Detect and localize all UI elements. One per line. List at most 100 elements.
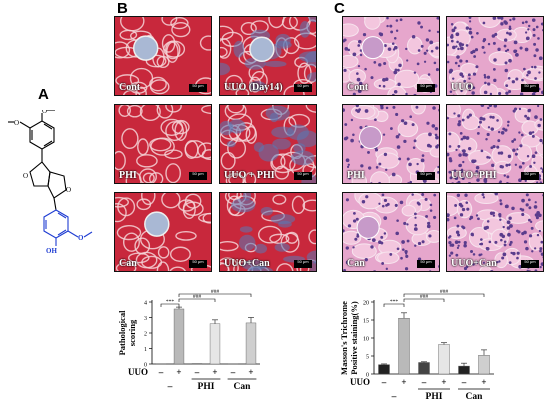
uuo-sign: – (194, 367, 200, 377)
image-label: PHI (347, 170, 365, 181)
image-label: PHI (119, 170, 137, 181)
significance-bracket (178, 293, 252, 297)
bar (478, 355, 490, 375)
y-axis-label: Pathologicalscoring (117, 310, 137, 355)
micrograph-can: Can 50 μm (114, 192, 212, 272)
scale-bar-label: 50 μm (524, 171, 536, 176)
scale-bar: 50 μm (189, 171, 207, 180)
svg-text:O: O (66, 186, 71, 194)
uuo-sign: – (158, 367, 164, 377)
svg-text:O: O (14, 119, 19, 127)
scale-bar-label: 50 μm (192, 171, 204, 176)
image-label: Can (347, 258, 365, 269)
y-tick-label: 1 (144, 347, 147, 353)
group-label: – (391, 392, 397, 402)
micrograph-cont: Cont 50 μm (114, 16, 212, 96)
image-label: UUO (Day14) (224, 82, 283, 93)
significance-bracket (160, 303, 180, 307)
micrograph-uuo: UUO 50 μm (446, 16, 544, 96)
image-label: Cont (119, 82, 141, 93)
panel-b-label: B (117, 0, 128, 17)
micrograph-phi: PHI 50 μm (342, 104, 440, 184)
bar (418, 362, 430, 375)
significance-marker: ### (440, 289, 449, 295)
uuo-sign: + (176, 367, 181, 377)
svg-text:O: O (78, 234, 84, 242)
group-label: PHI (198, 382, 215, 392)
significance-bracket (178, 298, 216, 302)
scale-bar-label: 50 μm (524, 83, 536, 88)
svg-text:O: O (23, 172, 28, 180)
scale-bar: 50 μm (294, 83, 312, 92)
y-tick-label: 10 (363, 337, 369, 343)
scale-bar-label: 50 μm (420, 171, 432, 176)
significance-marker: ### (193, 294, 202, 300)
svg-text:O: O (42, 110, 47, 115)
y-tick-label: 3 (144, 316, 147, 322)
image-label: UUO+PHI (451, 170, 497, 181)
image-label: UUO+Can (224, 258, 270, 269)
group-label: Can (234, 382, 252, 392)
uuo-sign: + (401, 377, 406, 387)
y-tick-label: 20 (363, 301, 369, 307)
micrograph-phi: PHI 50 μm (114, 104, 212, 184)
bar (173, 308, 185, 365)
group-label: – (167, 382, 173, 392)
bar (398, 318, 410, 375)
scale-bar-label: 50 μm (192, 83, 204, 88)
scale-bar-label: 50 μm (192, 259, 204, 264)
uuo-sign: + (481, 377, 486, 387)
scale-bar-label: 50 μm (297, 259, 309, 264)
significance-marker: *** (390, 299, 399, 305)
y-tick-label: 0 (144, 363, 147, 369)
scale-bar-label: 50 μm (524, 259, 536, 264)
scale-bar: 50 μm (294, 259, 312, 268)
masson-positive-staining-chart: 0 5 10 15 20 Masson's TrichromePositive stain… (339, 289, 494, 402)
micrograph-uuo-phi: UUO+PHI 50 μm (446, 104, 544, 184)
scale-bar: 50 μm (417, 259, 435, 268)
scale-bar: 50 μm (417, 171, 435, 180)
scale-bar: 50 μm (189, 83, 207, 92)
scale-bar-label: 50 μm (297, 83, 309, 88)
significance-marker: *** (166, 299, 175, 305)
uuo-sign: + (212, 367, 217, 377)
scale-bar: 50 μm (521, 171, 539, 180)
bar (438, 344, 450, 375)
bar (378, 364, 390, 375)
significance-marker: ### (211, 289, 220, 295)
svg-text:OH: OH (46, 247, 57, 255)
scale-bar: 50 μm (521, 259, 539, 268)
uuo-sign: – (461, 377, 467, 387)
chemical-structure: O O O O O OH (8, 110, 93, 255)
micrograph-uuo-can: UUO+Can 50 μm (219, 192, 317, 272)
micrograph-cont: Cont 50 μm (342, 16, 440, 96)
uuo-row-label: UUO (350, 377, 370, 387)
y-tick-label: 2 (144, 332, 147, 338)
y-tick-label: 15 (363, 319, 369, 325)
micrograph-can: Can 50 μm (342, 192, 440, 272)
panel-a-label: A (38, 86, 49, 103)
micrograph-uuo-day14-: UUO (Day14) 50 μm (219, 16, 317, 96)
group-label: Can (466, 392, 484, 402)
scale-bar-label: 50 μm (420, 259, 432, 264)
micrograph-uuo-phi: UUO + PHI 50 μm (219, 104, 317, 184)
y-tick-label: 5 (366, 355, 369, 361)
y-tick-label: 0 (366, 373, 369, 379)
uuo-sign: + (248, 367, 253, 377)
y-axis-label: Masson's TrichromePositive staining(%) (339, 301, 359, 375)
panel-c-label: C (334, 0, 345, 17)
scale-bar-label: 50 μm (297, 171, 309, 176)
uuo-sign: – (230, 367, 236, 377)
image-label: UUO+Can (451, 258, 497, 269)
significance-bracket (403, 298, 445, 302)
image-label: UUO (451, 82, 474, 93)
bar (458, 365, 470, 375)
scale-bar: 50 μm (417, 83, 435, 92)
group-label: PHI (426, 392, 443, 402)
scale-bar-label: 50 μm (420, 83, 432, 88)
uuo-row-label: UUO (128, 367, 148, 377)
significance-bracket (403, 293, 485, 297)
scale-bar: 50 μm (294, 171, 312, 180)
